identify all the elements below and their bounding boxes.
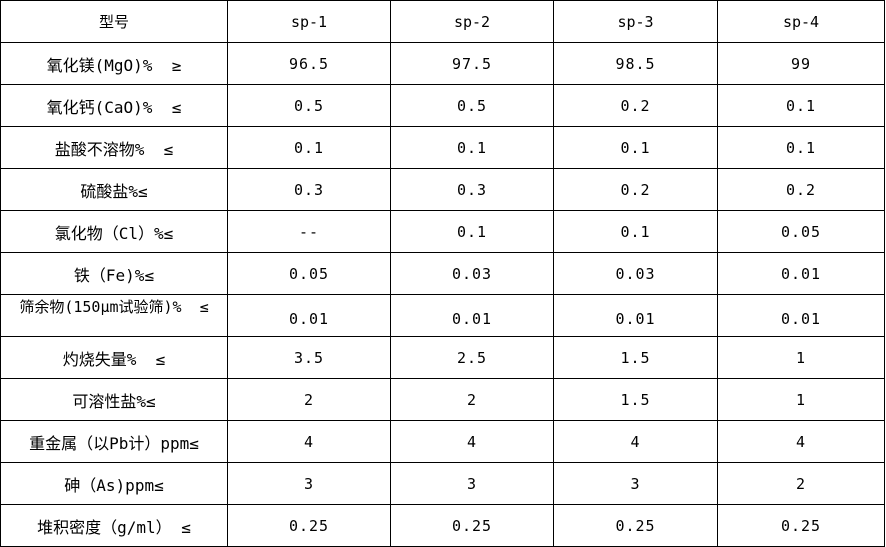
cell-sieve-sp2: 0.01 [390, 294, 554, 337]
row-label-sieve-residue: 筛余物(150μm试验筛)% ≤ [0, 294, 228, 337]
cell-arsenic-sp1: 3 [227, 462, 391, 505]
cell-soluble-sp2: 2 [390, 378, 554, 421]
cell-chloride-sp3: 0.1 [553, 210, 718, 253]
cell-mgo-sp2: 97.5 [390, 42, 554, 85]
table-row-ignition-loss: 灼烧失量% ≤ 3.5 2.5 1.5 1 [0, 336, 885, 379]
row-label-iron: 铁（Fe)%≤ [0, 252, 228, 295]
cell-sulfate-sp1: 0.3 [227, 168, 391, 211]
row-label-cao: 氧化钙(CaO)% ≤ [0, 84, 228, 127]
table-row-bulk-density: 堆积密度（g/ml） ≤ 0.25 0.25 0.25 0.25 [0, 504, 885, 547]
table-row-arsenic: 砷（As)ppm≤ 3 3 3 2 [0, 462, 885, 505]
cell-sulfate-sp4: 0.2 [717, 168, 885, 211]
cell-sulfate-sp3: 0.2 [553, 168, 718, 211]
cell-ignition-sp3: 1.5 [553, 336, 718, 379]
row-label-arsenic: 砷（As)ppm≤ [0, 462, 228, 505]
cell-heavy-sp2: 4 [390, 420, 554, 463]
cell-soluble-sp1: 2 [227, 378, 391, 421]
cell-sulfate-sp2: 0.3 [390, 168, 554, 211]
cell-soluble-sp3: 1.5 [553, 378, 718, 421]
table-row-chloride: 氯化物（Cl）%≤ -- 0.1 0.1 0.05 [0, 210, 885, 253]
cell-ignition-sp2: 2.5 [390, 336, 554, 379]
cell-cao-sp3: 0.2 [553, 84, 718, 127]
cell-hcl-sp4: 0.1 [717, 126, 885, 169]
cell-sieve-sp4: 0.01 [717, 294, 885, 337]
table-row-iron: 铁（Fe)%≤ 0.05 0.03 0.03 0.01 [0, 252, 885, 295]
cell-cao-sp4: 0.1 [717, 84, 885, 127]
cell-mgo-sp4: 99 [717, 42, 885, 85]
cell-sieve-sp3: 0.01 [553, 294, 718, 337]
cell-cao-sp2: 0.5 [390, 84, 554, 127]
cell-soluble-sp4: 1 [717, 378, 885, 421]
table-row-sulfate: 硫酸盐%≤ 0.3 0.3 0.2 0.2 [0, 168, 885, 211]
header-col-sp1: sp-1 [227, 0, 391, 43]
cell-chloride-sp4: 0.05 [717, 210, 885, 253]
row-label-heavy-metals: 重金属（以Pb计）ppm≤ [0, 420, 228, 463]
cell-chloride-sp2: 0.1 [390, 210, 554, 253]
cell-ignition-sp4: 1 [717, 336, 885, 379]
row-label-hcl-insoluble: 盐酸不溶物% ≤ [0, 126, 228, 169]
cell-hcl-sp2: 0.1 [390, 126, 554, 169]
header-col-sp4: sp-4 [717, 0, 885, 43]
cell-density-sp2: 0.25 [390, 504, 554, 547]
row-label-bulk-density: 堆积密度（g/ml） ≤ [0, 504, 228, 547]
cell-mgo-sp3: 98.5 [553, 42, 718, 85]
table-row-hcl-insoluble: 盐酸不溶物% ≤ 0.1 0.1 0.1 0.1 [0, 126, 885, 169]
cell-iron-sp2: 0.03 [390, 252, 554, 295]
table-row-cao: 氧化钙(CaO)% ≤ 0.5 0.5 0.2 0.1 [0, 84, 885, 127]
row-label-soluble-salt: 可溶性盐%≤ [0, 378, 228, 421]
header-col-sp2: sp-2 [390, 0, 554, 43]
table-row-heavy-metals: 重金属（以Pb计）ppm≤ 4 4 4 4 [0, 420, 885, 463]
cell-sieve-sp1: 0.01 [227, 294, 391, 337]
cell-hcl-sp3: 0.1 [553, 126, 718, 169]
cell-arsenic-sp3: 3 [553, 462, 718, 505]
cell-density-sp1: 0.25 [227, 504, 391, 547]
cell-arsenic-sp4: 2 [717, 462, 885, 505]
row-label-ignition-loss: 灼烧失量% ≤ [0, 336, 228, 379]
cell-density-sp4: 0.25 [717, 504, 885, 547]
row-label-mgo: 氧化镁(MgO)% ≥ [0, 42, 228, 85]
cell-iron-sp3: 0.03 [553, 252, 718, 295]
cell-iron-sp1: 0.05 [227, 252, 391, 295]
cell-chloride-sp1: -- [227, 210, 391, 253]
table-row-mgo: 氧化镁(MgO)% ≥ 96.5 97.5 98.5 99 [0, 42, 885, 85]
row-label-sulfate: 硫酸盐%≤ [0, 168, 228, 211]
cell-hcl-sp1: 0.1 [227, 126, 391, 169]
cell-ignition-sp1: 3.5 [227, 336, 391, 379]
header-row: 型号 sp-1 sp-2 sp-3 sp-4 [0, 0, 885, 43]
cell-iron-sp4: 0.01 [717, 252, 885, 295]
header-col-sp3: sp-3 [553, 0, 718, 43]
cell-arsenic-sp2: 3 [390, 462, 554, 505]
cell-mgo-sp1: 96.5 [227, 42, 391, 85]
cell-heavy-sp1: 4 [227, 420, 391, 463]
row-label-chloride: 氯化物（Cl）%≤ [0, 210, 228, 253]
cell-density-sp3: 0.25 [553, 504, 718, 547]
cell-cao-sp1: 0.5 [227, 84, 391, 127]
table-row-sieve-residue: 筛余物(150μm试验筛)% ≤ 0.01 0.01 0.01 0.01 [0, 294, 885, 337]
header-model-label: 型号 [0, 0, 228, 43]
table-row-soluble-salt: 可溶性盐%≤ 2 2 1.5 1 [0, 378, 885, 421]
cell-heavy-sp4: 4 [717, 420, 885, 463]
cell-heavy-sp3: 4 [553, 420, 718, 463]
